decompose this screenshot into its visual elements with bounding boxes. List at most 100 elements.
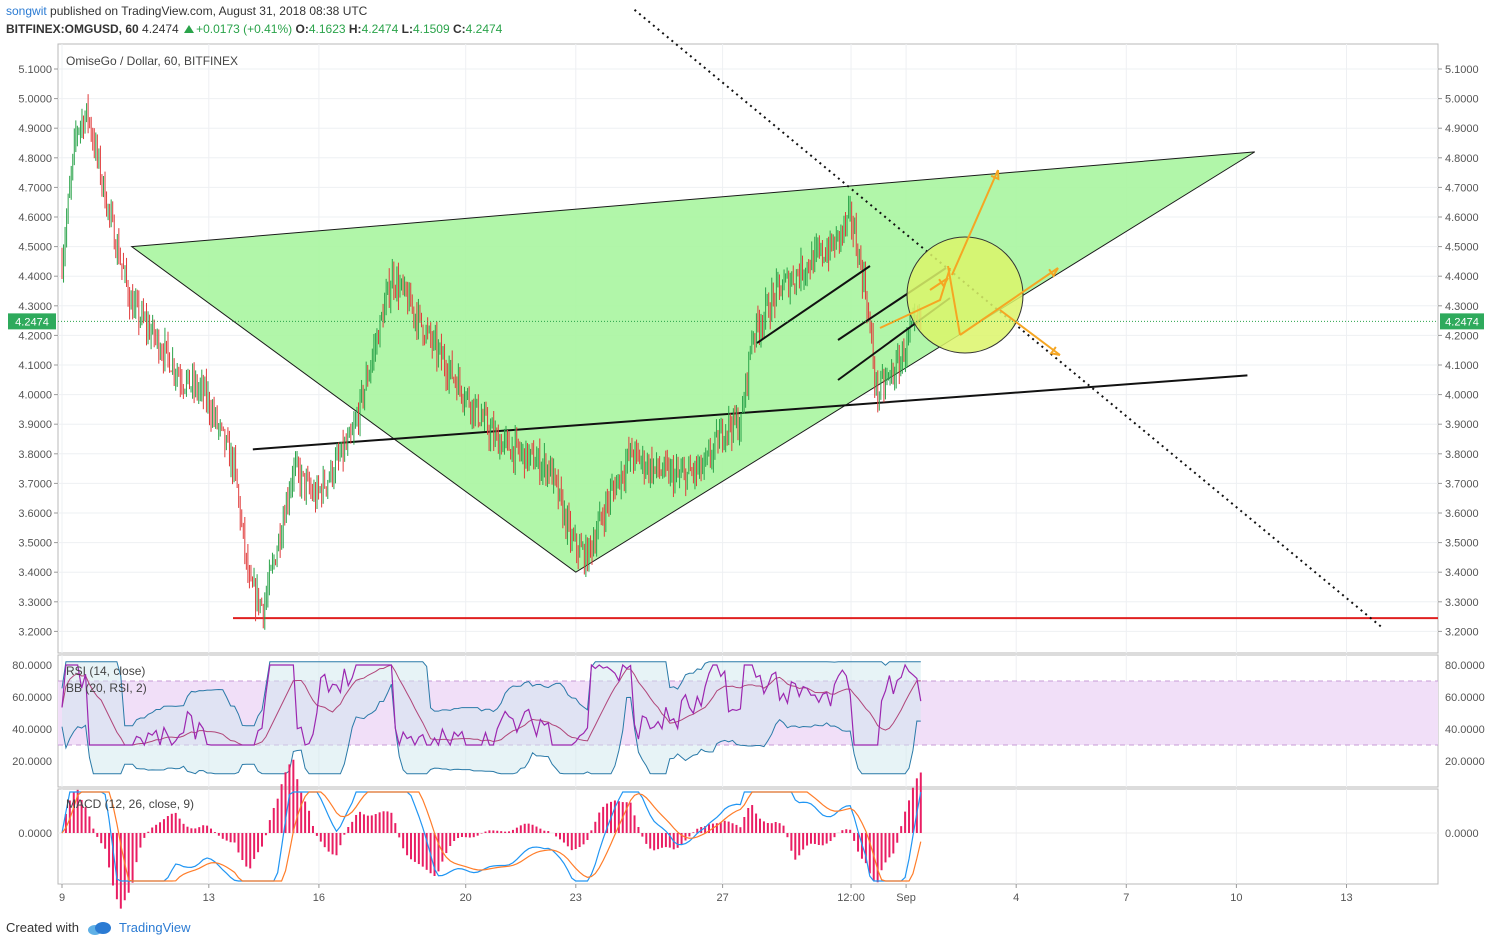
rsi-pane: 80.0000 80.0000 60.0000 60.0000 40.0000 40.00…: [12, 660, 1485, 775]
arrow-up-small: [929, 277, 949, 291]
time-tick-label: 4: [1013, 892, 1019, 904]
price-tick-label: 4.3000: [18, 301, 52, 313]
tradingview-logo-icon: [87, 921, 111, 935]
price-tick-label: 4.5000: [18, 242, 52, 254]
overlays: 4.2474 4.2474: [8, 169, 1484, 381]
rsi-tick-label: 80.0000: [12, 660, 52, 672]
symbol-bar: BITFINEX:OMGUSD, 60 4.2474 +0.0173 (+0.4…: [6, 22, 503, 36]
price-axis-right: 5.1000 5.0000 4.9000 4.8000 4.7000 4.6000 4.50…: [1438, 64, 1479, 638]
price-tick-label: 5.0000: [18, 94, 52, 106]
price-tick-label: 4.9000: [1445, 123, 1479, 135]
time-tick-label: 23: [570, 892, 582, 904]
tradingview-link[interactable]: TradingView: [118, 920, 191, 935]
arrow-target-down-head: [1049, 346, 1061, 356]
price-tick-label: 5.0000: [1445, 94, 1479, 106]
rsi-tick-label: 80.0000: [1445, 660, 1485, 672]
main-pane-border: [57, 43, 1439, 654]
close-value: 4.2474: [465, 22, 503, 36]
time-axis: 9 13 16 20 23 27 12:00 Sep 4 7 10 13: [59, 884, 1353, 904]
bb-upper: [61, 661, 921, 727]
rsi-tick-label: 20.0000: [1445, 756, 1485, 768]
price-tick-label: 3.3000: [18, 597, 52, 609]
created-with-text: Created with: [6, 920, 79, 935]
price-change: +0.0173 (+0.41%): [196, 22, 293, 36]
rsi-tick-label: 40.0000: [1445, 724, 1485, 736]
price-tick-label: 3.5000: [18, 538, 52, 550]
rsi-tick-label: 60.0000: [12, 692, 52, 704]
price-tick-label: 4.0000: [18, 390, 52, 402]
symbol-label: BITFINEX:OMGUSD, 60: [6, 22, 139, 36]
bb-basis: [61, 664, 921, 746]
rsi-tick-label: 60.0000: [1445, 692, 1485, 704]
price-tick-label: 4.6000: [18, 212, 52, 224]
rsi-tick-label: 40.0000: [12, 724, 52, 736]
price-tick-label: 3.6000: [18, 508, 52, 520]
price-axis-left: 5.1000 5.0000 4.9000 4.8000 4.7000 4.6000 4.50…: [18, 64, 58, 638]
time-tick-label: 27: [716, 892, 728, 904]
price-tick-label: 3.4000: [1445, 567, 1479, 579]
macd-pane-border: [57, 788, 1439, 885]
candles: [61, 94, 922, 630]
price-tick-label: 4.7000: [18, 182, 52, 194]
price-tick-label: 3.2000: [1445, 626, 1479, 638]
channel-line: [756, 265, 871, 344]
price-tick-label: 3.2000: [18, 626, 52, 638]
price-tick-label: 4.6000: [1445, 212, 1479, 224]
price-tick-label: 5.1000: [18, 64, 52, 76]
bb-fill: [62, 661, 921, 774]
price-tick-label: 4.8000: [1445, 153, 1479, 165]
rsi-line: [61, 663, 922, 748]
price-tick-label: 3.4000: [18, 567, 52, 579]
bb-title: BB (20, RSI, 2): [66, 681, 147, 695]
price-tick-label: 4.3000: [1445, 301, 1479, 313]
macd-tick-label: 0.0000: [18, 828, 52, 840]
drawings: [130, 9, 1438, 630]
price-tick-label: 3.6000: [1445, 508, 1479, 520]
price-tick-label: 4.1000: [18, 360, 52, 372]
published-text: published on TradingView.com, August 31,…: [50, 4, 368, 18]
time-tick-label: 10: [1230, 892, 1242, 904]
last-price-badge-right: [1440, 313, 1484, 330]
bb-lower: [61, 683, 921, 775]
open-value: 4.1623: [308, 22, 346, 36]
price-tick-label: 4.1000: [1445, 360, 1479, 372]
trendline-support: [252, 374, 1248, 451]
last-price-badge-left: [8, 313, 56, 330]
low-value: 4.1509: [412, 22, 450, 36]
arrow-target-down: [999, 309, 1061, 356]
high-value: 4.2474: [361, 22, 399, 36]
main-chart-title: OmiseGo / Dollar, 60, BITFINEX: [66, 54, 238, 68]
rsi-title: RSI (14, close): [66, 664, 145, 678]
last-price-label: 4.2474: [1445, 316, 1479, 328]
price-tick-label: 3.8000: [1445, 449, 1479, 461]
time-tick-label: 16: [313, 892, 325, 904]
time-tick-label: 13: [203, 892, 215, 904]
price-tick-label: 4.8000: [18, 153, 52, 165]
triangle-pattern: [130, 151, 1256, 573]
arrow-up-small-head: [938, 277, 949, 288]
time-tick-label: 20: [460, 892, 472, 904]
price-tick-label: 4.9000: [18, 123, 52, 135]
target-circle: [906, 236, 1024, 354]
time-tick-label: 7: [1123, 892, 1129, 904]
time-tick-label: 12:00: [837, 892, 865, 904]
price-tick-label: 4.7000: [1445, 182, 1479, 194]
arrow-target-up-head: [990, 169, 1000, 181]
price-tick-label: 3.7000: [18, 478, 52, 490]
price-tick-label: 4.2000: [18, 330, 52, 342]
arrow-target-up: [951, 169, 999, 276]
price-tick-label: 5.1000: [1445, 64, 1479, 76]
up-arrow-icon: [184, 25, 195, 33]
price-tick-label: 4.4000: [1445, 271, 1479, 283]
arrow-stem: [947, 265, 961, 336]
price-tick-label: 3.9000: [1445, 419, 1479, 431]
price-tick-label: 3.9000: [18, 419, 52, 431]
publish-info: songwit published on TradingView.com, Au…: [6, 4, 367, 18]
time-tick-label: 9: [59, 892, 65, 904]
macd-pane: 0.0000 0.0000: [18, 759, 1479, 909]
author-link[interactable]: songwit: [6, 4, 47, 18]
price-tick-label: 3.8000: [18, 449, 52, 461]
price-tick-label: 3.3000: [1445, 597, 1479, 609]
price-tick-label: 4.0000: [1445, 390, 1479, 402]
